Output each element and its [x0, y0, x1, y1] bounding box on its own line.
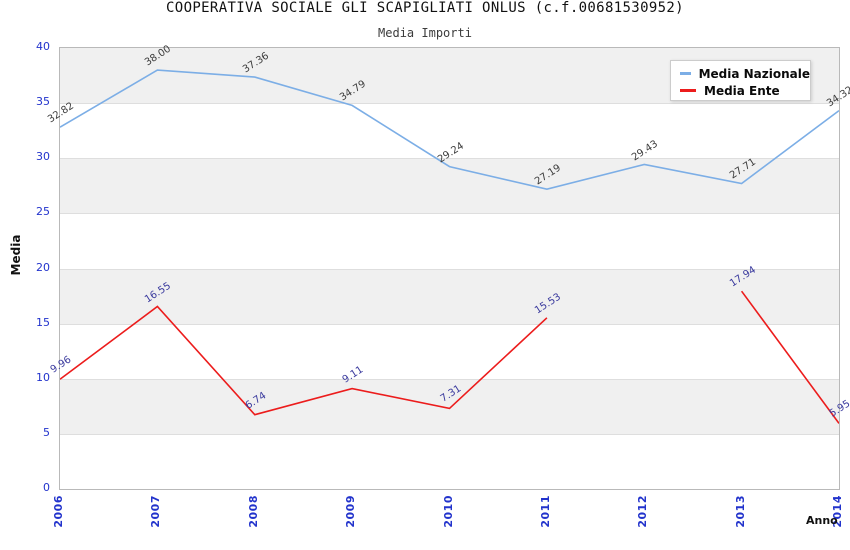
x-tick-label: 2007: [149, 495, 163, 528]
x-tick-label: 2011: [538, 495, 552, 528]
y-tick-label: 20: [36, 260, 50, 274]
line-series-svg: [60, 69, 839, 424]
x-tick-label: 2012: [636, 495, 650, 528]
x-tick-label: 2010: [441, 495, 455, 528]
y-axis-title: Media: [9, 234, 23, 276]
chart-subtitle: Media Importi: [378, 26, 472, 40]
gridline: [60, 378, 839, 380]
plot-band: [60, 378, 839, 434]
plot-band: [60, 323, 839, 379]
legend-item: Media Nazionale: [671, 65, 810, 82]
gridline: [60, 213, 839, 215]
x-tick-label: 2009: [344, 495, 358, 528]
y-tick-label: 25: [36, 205, 50, 219]
plot-band: [60, 158, 839, 214]
y-tick-label: 5: [43, 425, 50, 439]
series-line: [60, 69, 839, 191]
plot-band: [60, 433, 839, 489]
legend-swatch-icon: [680, 72, 691, 75]
gridline: [60, 433, 839, 435]
legend-swatch-icon: [680, 89, 696, 92]
plot-band: [60, 103, 839, 159]
x-axis-title: Anno: [806, 514, 838, 527]
series-line: [60, 305, 548, 416]
legend-label: Media Ente: [704, 83, 780, 98]
x-tick-label: 2013: [733, 495, 747, 528]
y-tick-label: 40: [36, 40, 50, 53]
legend-label: Media Nazionale: [698, 66, 810, 81]
plot-band: [60, 213, 839, 269]
series-line: [740, 290, 839, 424]
legend: Media Nazionale Media Ente: [670, 60, 811, 101]
plot-area: [59, 47, 840, 490]
gridline: [60, 158, 839, 160]
legend-item: Media Ente: [671, 82, 810, 99]
gridline: [60, 103, 839, 105]
y-tick-label: 35: [36, 95, 50, 109]
y-tick-label: 10: [36, 370, 50, 384]
gridline: [60, 323, 839, 325]
x-tick-label: 2008: [246, 495, 260, 528]
y-tick-label: 0: [43, 481, 50, 494]
plot-band: [60, 268, 839, 324]
gridline: [60, 268, 839, 270]
y-tick-label: 15: [36, 315, 50, 329]
background-bands: [60, 48, 839, 489]
y-tick-label: 30: [36, 150, 50, 164]
x-tick-label: 2006: [52, 495, 65, 528]
chart-title: COOPERATIVA SOCIALE GLI SCAPIGLIATI ONLU…: [166, 0, 684, 16]
